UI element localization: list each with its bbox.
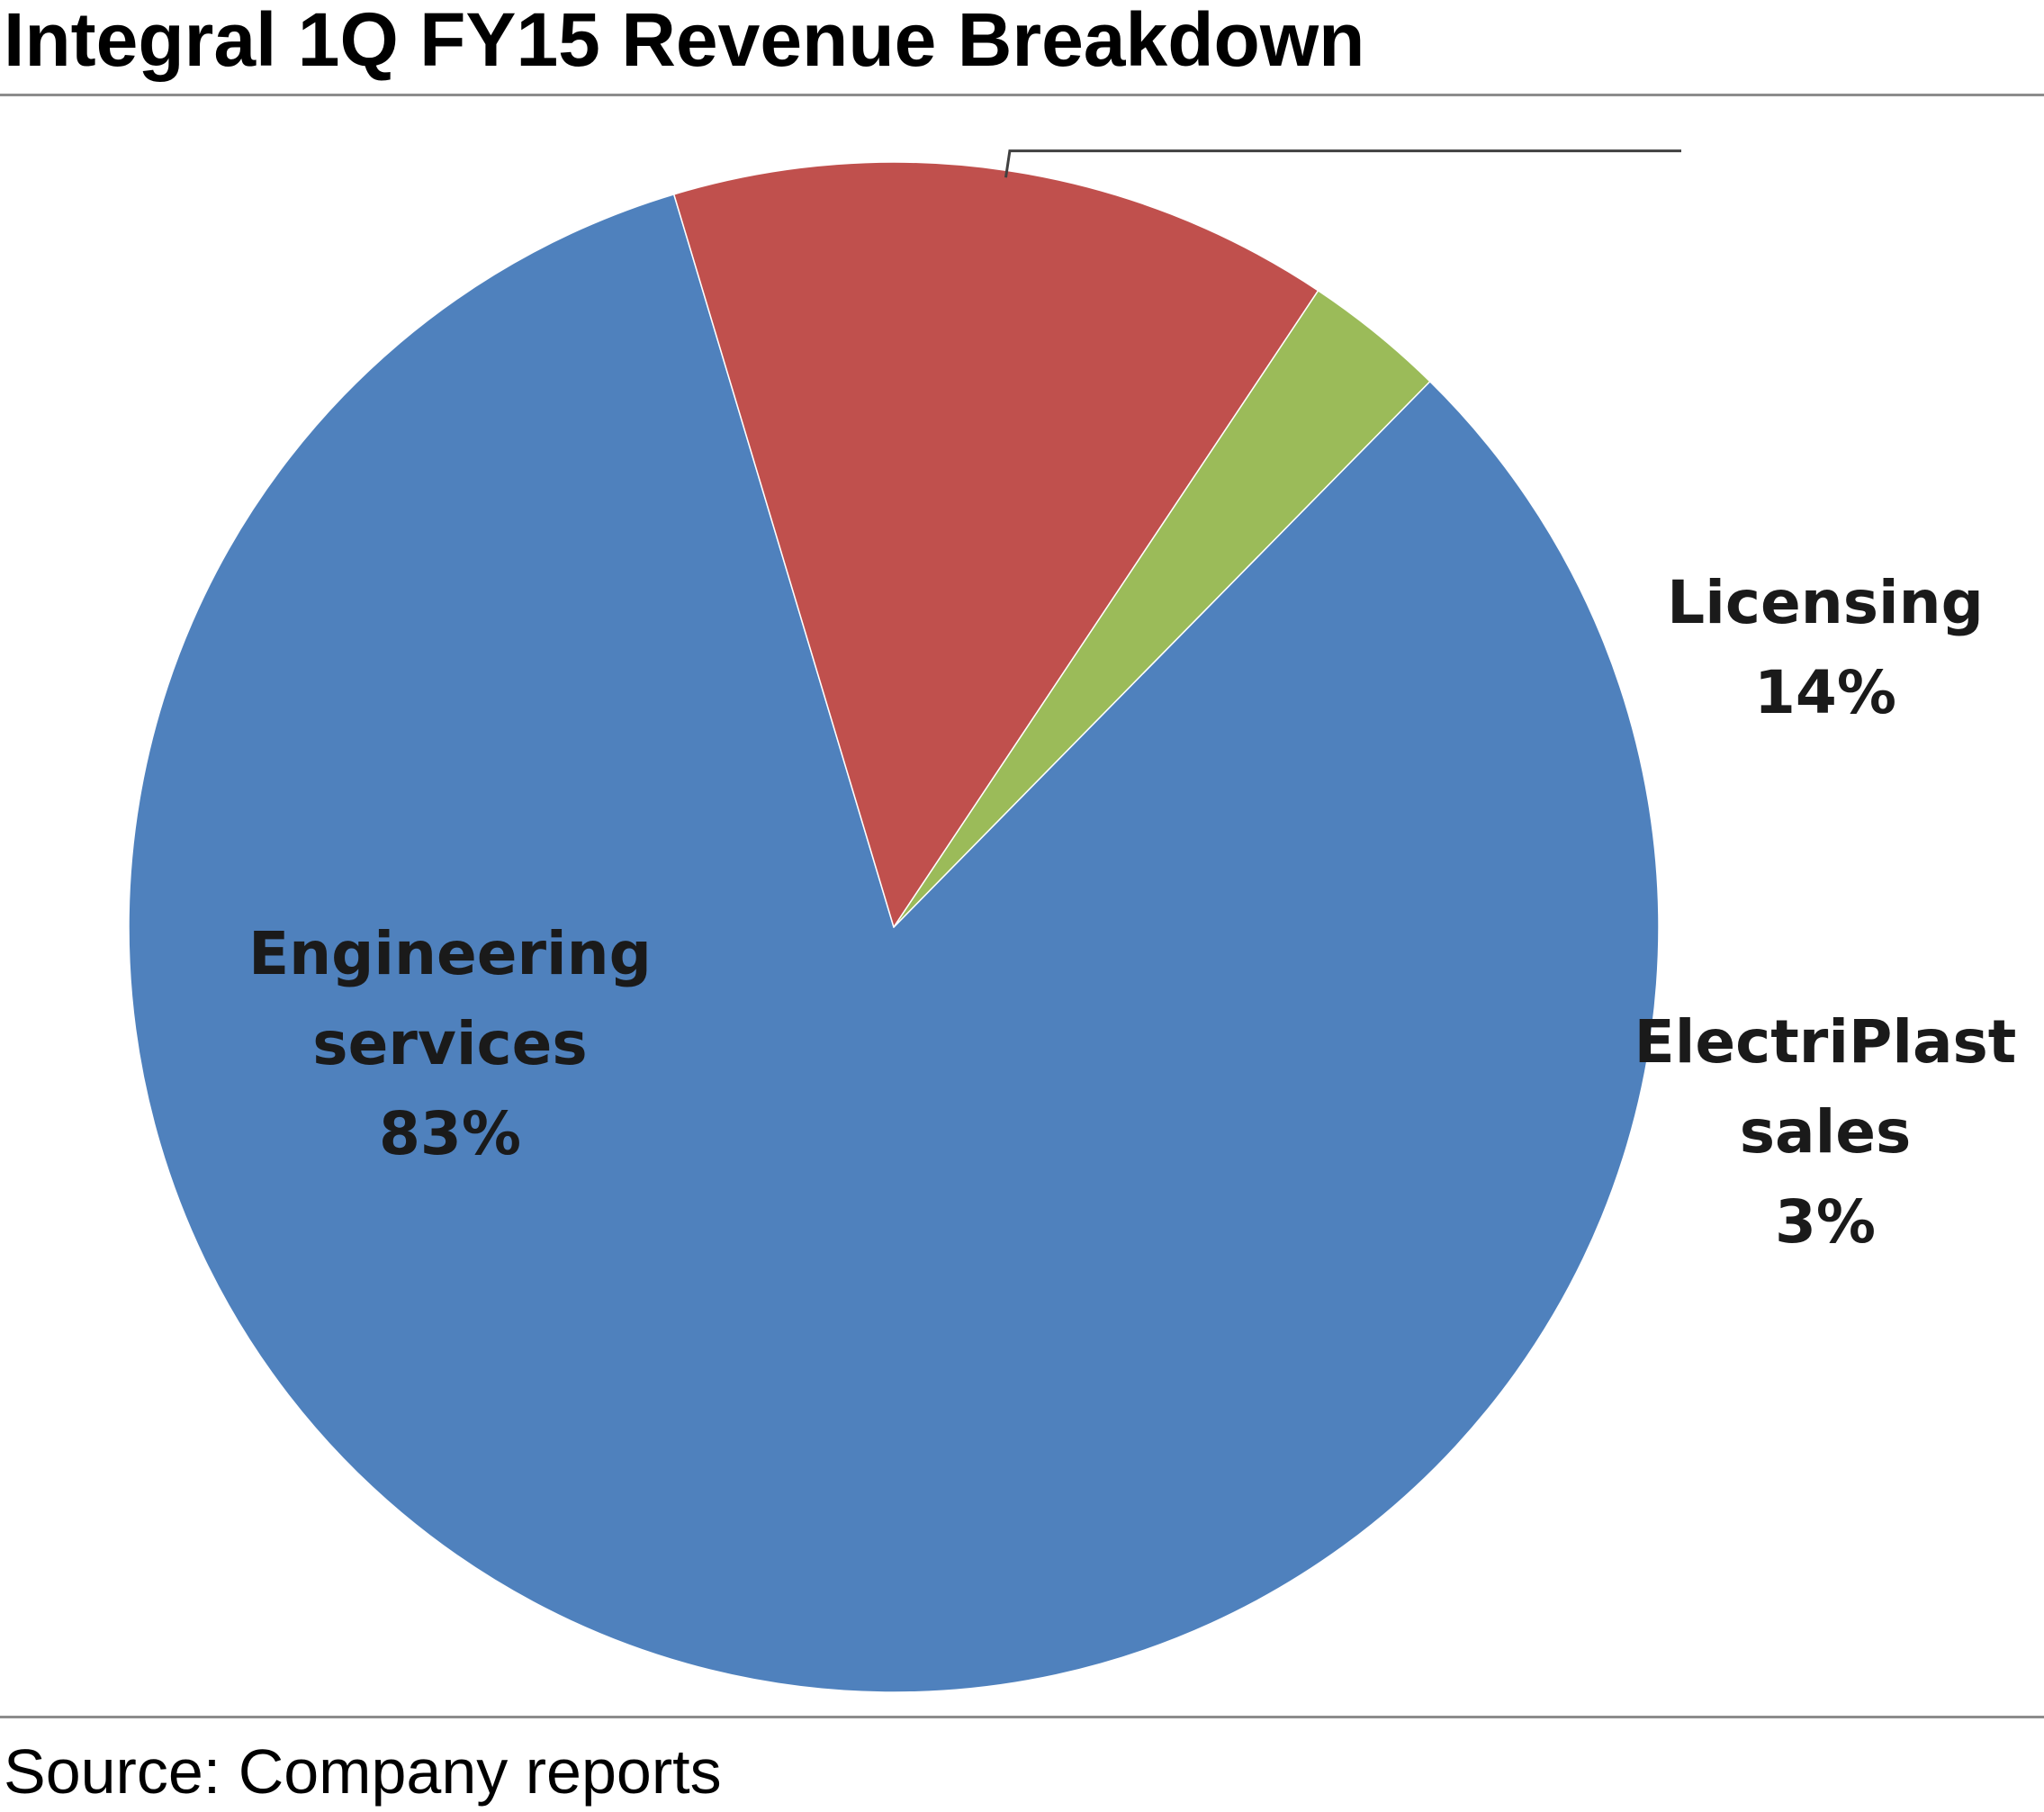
title-divider: [0, 94, 2044, 96]
pie-slice-electriplast-sales: [893, 290, 1431, 928]
source-note: Source: Company reports: [4, 1736, 722, 1807]
licensing-leader-line: [1004, 149, 1681, 178]
pie-slice-engineering-services: [128, 194, 1660, 1693]
source-divider: [0, 1716, 2044, 1718]
slice-value-electriplast-sales: 3%: [1775, 1187, 1876, 1257]
slice-label-licensing: Licensing: [1667, 568, 1984, 637]
chart-title: Integral 1Q FY15 Revenue Breakdown: [4, 0, 1365, 82]
slice-label-electriplast-sales: sales: [1740, 1097, 1912, 1167]
pie-slices: [128, 161, 1660, 1693]
slice-label-electriplast-sales: ElectriPlast: [1634, 1007, 2017, 1077]
slice-label-engineering-services: Engineering: [248, 919, 652, 988]
slice-value-engineering-services: 83%: [379, 1099, 521, 1168]
pie-labels: Engineering services 83% Licensing 14% Electr…: [248, 149, 2017, 1257]
slice-label-engineering-services: services: [312, 1009, 587, 1078]
slice-value-licensing: 14%: [1754, 658, 1896, 727]
